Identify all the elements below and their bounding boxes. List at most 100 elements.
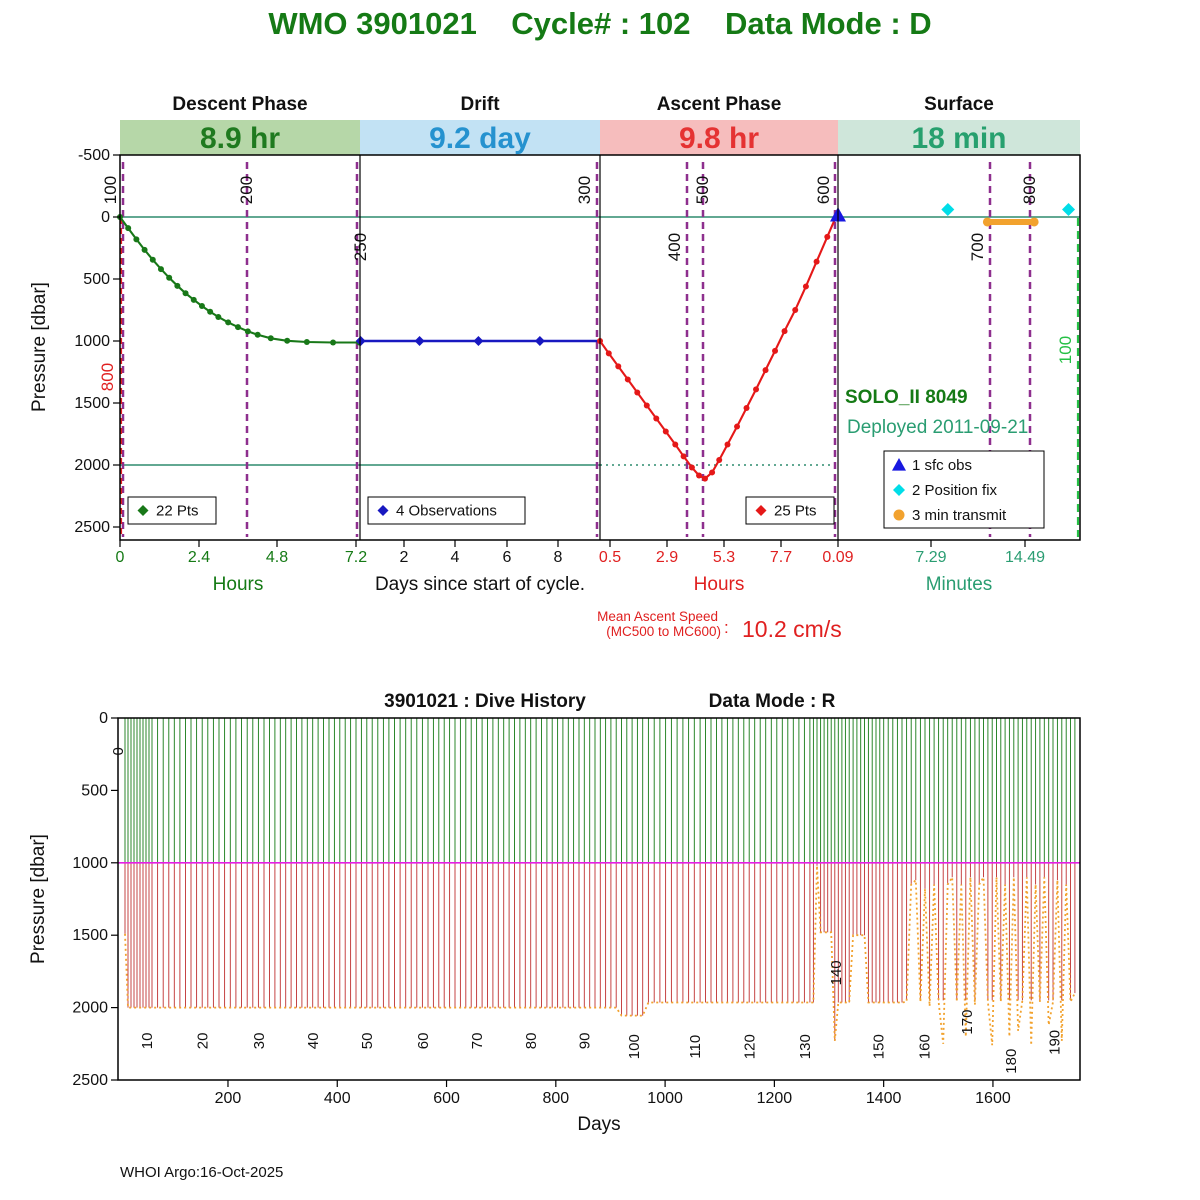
bottom-xlabel: Days xyxy=(577,1114,620,1135)
svg-text:130: 130 xyxy=(797,1034,814,1059)
deployed-date: Deployed 2011-09-21 xyxy=(847,417,1028,438)
svg-text:100: 100 xyxy=(1056,336,1075,364)
svg-text:500: 500 xyxy=(693,176,712,204)
svg-text:800: 800 xyxy=(542,1090,569,1107)
dive-orange-profile xyxy=(124,865,1076,1046)
svg-text:(MC500 to MC600): (MC500 to MC600) xyxy=(606,624,721,639)
svg-text:7.2: 7.2 xyxy=(345,549,367,566)
surface-events xyxy=(830,203,1076,227)
drift-park-series xyxy=(355,336,601,346)
svg-text:0: 0 xyxy=(99,710,108,727)
svg-text:500: 500 xyxy=(81,782,108,799)
svg-text:7.29: 7.29 xyxy=(915,549,946,566)
svg-text:90: 90 xyxy=(577,1033,594,1050)
svg-text:800: 800 xyxy=(98,363,117,391)
svg-text:100: 100 xyxy=(626,1034,643,1059)
svg-text:70: 70 xyxy=(469,1033,486,1050)
svg-text:0.5: 0.5 xyxy=(599,549,621,566)
svg-text:400: 400 xyxy=(324,1090,351,1107)
float-id: SOLO_II 8049 xyxy=(845,387,968,408)
svg-text:0: 0 xyxy=(116,549,125,566)
svg-text:600: 600 xyxy=(433,1090,460,1107)
footer-credit: WHOI Argo:16-Oct-2025 xyxy=(120,1164,284,1181)
axis-unit-drift: Days since start of cycle. xyxy=(375,574,585,595)
svg-text:3 min transmit: 3 min transmit xyxy=(912,507,1007,524)
svg-text:40: 40 xyxy=(305,1033,322,1050)
svg-text:110: 110 xyxy=(687,1035,704,1059)
phase-band-surface xyxy=(838,120,1080,155)
phase-duration-surface: 18 min xyxy=(911,122,1006,155)
svg-text:1200: 1200 xyxy=(757,1090,793,1107)
svg-text:1500: 1500 xyxy=(72,927,108,944)
svg-text:140: 140 xyxy=(828,960,845,985)
svg-text:180: 180 xyxy=(1003,1049,1020,1074)
svg-text:60: 60 xyxy=(415,1033,432,1050)
svg-text:200: 200 xyxy=(215,1090,242,1107)
svg-text:100: 100 xyxy=(101,176,120,204)
top-annotations: SOLO_II 8049 Deployed 2011-09-21 Mean Asce… xyxy=(597,387,1028,642)
svg-text:20: 20 xyxy=(195,1033,212,1050)
svg-text:8: 8 xyxy=(554,549,563,566)
svg-text:150: 150 xyxy=(871,1034,888,1059)
phase-header-surface: Surface xyxy=(924,94,994,115)
svg-text:800: 800 xyxy=(1020,176,1039,204)
svg-text:25 Pts: 25 Pts xyxy=(774,503,817,520)
svg-text:0: 0 xyxy=(101,209,110,226)
svg-text:4 Observations: 4 Observations xyxy=(396,503,497,520)
phase-duration-descent: 8.9 hr xyxy=(200,122,280,155)
axis-unit-surface: Minutes xyxy=(926,574,993,595)
svg-text:200: 200 xyxy=(237,176,256,204)
svg-text:30: 30 xyxy=(251,1033,268,1050)
svg-text:1400: 1400 xyxy=(866,1090,902,1107)
axis-unit-descent: Hours xyxy=(213,574,264,595)
svg-text:2000: 2000 xyxy=(72,1000,108,1017)
svg-text:2500: 2500 xyxy=(72,1072,108,1089)
svg-text:300: 300 xyxy=(575,176,594,204)
svg-text:120: 120 xyxy=(742,1034,759,1059)
svg-text:5.3: 5.3 xyxy=(713,549,735,566)
edge-markers: 800 100 xyxy=(98,218,1080,537)
svg-text:22 Pts: 22 Pts xyxy=(156,503,199,520)
svg-text:2.4: 2.4 xyxy=(188,549,210,566)
svg-text:50: 50 xyxy=(359,1033,376,1050)
plot-frame xyxy=(119,154,1081,541)
phase-band-ascent xyxy=(600,120,838,155)
phase-header-ascent: Ascent Phase xyxy=(657,94,782,115)
svg-text:600: 600 xyxy=(814,176,833,204)
phase-header-descent: Descent Phase xyxy=(172,94,307,115)
phase-duration-drift: 9.2 day xyxy=(429,122,531,155)
ascent-profile-series xyxy=(597,214,839,482)
top-legends: 22 Pts 4 Observations 25 Pts 1 sfc obs 2 Pos… xyxy=(127,450,1045,529)
svg-text:Mean Ascent Speed: Mean Ascent Speed xyxy=(597,609,718,624)
bottom-title: 3901021 : Dive History Data Mode : R xyxy=(384,691,835,712)
descent-profile-series xyxy=(117,214,363,346)
svg-text:7.7: 7.7 xyxy=(770,549,792,566)
bottom-frame xyxy=(117,717,1081,1081)
svg-text:1 sfc obs: 1 sfc obs xyxy=(912,457,972,474)
phase-duration-ascent: 9.8 hr xyxy=(679,122,759,155)
svg-text:400: 400 xyxy=(665,233,684,261)
svg-text:1000: 1000 xyxy=(647,1090,683,1107)
svg-text:4: 4 xyxy=(451,549,460,566)
svg-text:80: 80 xyxy=(523,1033,540,1050)
svg-text:Pressure [dbar]: Pressure [dbar] xyxy=(29,282,50,412)
svg-text:14.49: 14.49 xyxy=(1005,549,1045,566)
svg-text:500: 500 xyxy=(83,271,110,288)
svg-text:2: 2 xyxy=(400,549,409,566)
svg-text:2.9: 2.9 xyxy=(656,549,678,566)
svg-text:1000: 1000 xyxy=(72,855,108,872)
svg-text::: : xyxy=(724,618,729,637)
dive-lines xyxy=(124,718,1076,1041)
svg-text:6: 6 xyxy=(503,549,512,566)
mean-ascent-speed: 10.2 cm/s xyxy=(742,616,842,642)
svg-text:10: 10 xyxy=(139,1033,156,1050)
phase-header-drift: Drift xyxy=(460,94,500,115)
svg-text:4.8: 4.8 xyxy=(266,549,288,566)
svg-text:1000: 1000 xyxy=(74,333,110,350)
axis-unit-ascent: Hours xyxy=(694,574,745,595)
svg-text:1500: 1500 xyxy=(74,395,110,412)
